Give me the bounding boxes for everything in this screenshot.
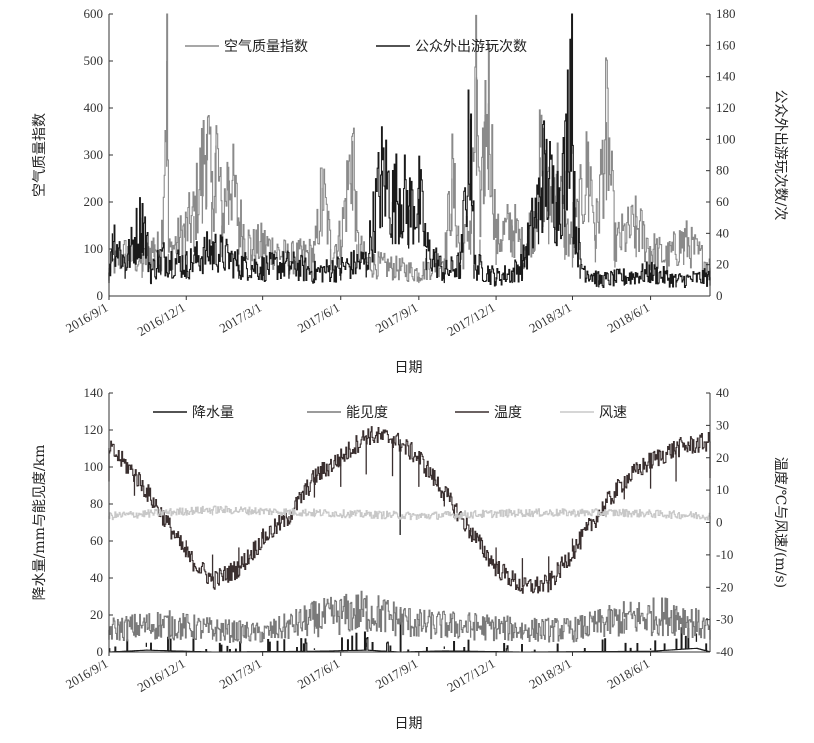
legend-item-precip: 降水量 [153,405,234,421]
x-tick-label-5: 2017/12/1 [444,300,497,339]
x-axis-title: 日期 [395,360,423,376]
x-tick-label-1: 2016/12/1 [135,656,188,695]
y-tick-label-right-3: 60 [716,194,729,209]
y-tick-label-right-5: 100 [716,131,736,146]
legend-label-wind: 风速 [599,405,627,421]
chart-panel-1: 0 100 200 300 400 500 600 0 20 40 60 80 100 120 140 160… [32,6,788,376]
y-tick-label-right-0: -40 [716,644,733,659]
y-tick-label-right-9: 180 [716,6,736,21]
legend-item-aqi: 空气质量指数 [185,39,308,55]
legend-item-wind: 风速 [560,405,627,421]
legend-label-temperature: 温度 [494,405,522,421]
series-line-aqi [109,13,711,282]
y-tick-label-left-3: 60 [90,533,103,548]
y-axis-title-right: 温度/℃与风速/(m/s) [772,457,788,588]
y-tick-label-right-6: 120 [716,100,736,115]
y-tick-label-left-2: 40 [90,570,103,585]
y-tick-label-right-8: 40 [716,385,729,400]
series-line-wind [109,505,711,521]
y-tick-label-left-4: 80 [90,496,103,511]
y-tick-label-right-1: -30 [716,612,733,627]
legend-item-visibility: 能见度 [307,405,388,421]
y-tick-label-right-7: 30 [716,417,729,432]
y-tick-label-right-8: 160 [716,37,736,52]
x-tick-label-0: 2016/9/1 [63,656,111,692]
x-tick-label-3: 2017/6/1 [295,656,343,692]
y-tick-label-left-4: 400 [84,100,104,115]
x-tick-label-6: 2018/3/1 [526,300,574,336]
y-axis-title-left: 空气质量指数 [32,113,48,197]
y-tick-label-right-2: 40 [716,225,729,240]
y-tick-label-left-5: 100 [84,459,104,474]
legend-label-trips: 公众外出游玩次数 [415,39,527,55]
legend-label-visibility: 能见度 [346,405,388,421]
y-tick-label-right-0: 0 [716,288,723,303]
y-tick-label-left-5: 500 [84,53,104,68]
legend-item-trips: 公众外出游玩次数 [376,39,527,55]
x-tick-label-4: 2017/9/1 [373,300,421,336]
y-tick-label-right-2: -20 [716,579,733,594]
chart-panel-2: 0 20 40 60 80 100 120 140 -40 -30 -20 -10 0 10 20 30 40 2… [32,385,788,732]
y-tick-label-left-1: 100 [84,241,104,256]
y-tick-label-right-7: 140 [716,69,736,84]
y-tick-label-right-3: -10 [716,547,733,562]
x-tick-label-5: 2017/12/1 [444,656,497,695]
x-tick-label-2: 2017/3/1 [217,656,265,692]
y-tick-label-left-0: 0 [97,644,104,659]
y-tick-label-left-1: 20 [90,607,103,622]
y-tick-label-right-6: 20 [716,450,729,465]
legend-item-temperature: 温度 [455,405,522,421]
y-axis-title-left: 降水量/mm与能见度/km [32,445,48,601]
y-axis-title-right: 公众外出游玩次数/次 [772,90,788,221]
x-tick-label-1: 2016/12/1 [135,300,188,339]
x-tick-label-2: 2017/3/1 [217,300,265,336]
x-axis-title: 日期 [395,716,423,732]
y-tick-label-left-6: 120 [84,422,104,437]
x-tick-label-0: 2016/9/1 [63,300,111,336]
x-tick-label-4: 2017/9/1 [373,656,421,692]
series-line-trips [109,13,711,289]
y-tick-label-left-0: 0 [97,288,104,303]
y-tick-label-left-6: 600 [84,6,104,21]
y-tick-label-right-5: 10 [716,482,729,497]
legend-label-precip: 降水量 [192,405,234,421]
x-tick-label-3: 2017/6/1 [295,300,343,336]
y-tick-label-right-1: 20 [716,257,729,272]
y-tick-label-right-4: 80 [716,163,729,178]
y-tick-label-left-3: 300 [84,147,104,162]
x-tick-label-7: 2018/6/1 [605,300,653,336]
x-tick-label-6: 2018/3/1 [526,656,574,692]
y-tick-label-left-2: 200 [84,194,104,209]
legend-label-aqi: 空气质量指数 [224,39,308,55]
y-tick-label-left-7: 140 [84,385,104,400]
y-tick-label-right-4: 0 [716,515,723,530]
series-line-temperature [109,426,711,594]
x-tick-label-7: 2018/6/1 [605,656,653,692]
series-line-visibility [109,590,711,644]
